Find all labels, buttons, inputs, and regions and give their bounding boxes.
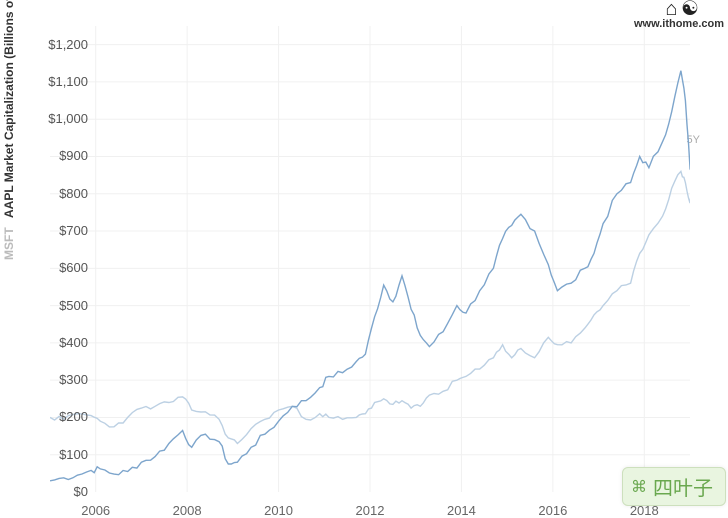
y-tick: $1,200 (28, 37, 88, 52)
y-tick: $300 (28, 372, 88, 387)
x-tick: 2016 (538, 503, 567, 518)
msft-prefix: MSFT (2, 227, 16, 260)
y-tick: $0 (28, 484, 88, 499)
x-tick: 2014 (447, 503, 476, 518)
y-tick: $700 (28, 223, 88, 238)
line-chart (50, 26, 690, 506)
aapl-axis-label: AAPL Market Capitalization (Billions of … (2, 0, 16, 218)
y-tick: $200 (28, 409, 88, 424)
badge-text: 四叶子 (653, 472, 713, 501)
y-tick: $100 (28, 447, 88, 462)
y-tick: $500 (28, 298, 88, 313)
y-tick: $600 (28, 260, 88, 275)
x-tick: 2006 (81, 503, 110, 518)
y-axis-title: MSFT AAPL Market Capitalization (Billion… (2, 0, 16, 260)
y-tick: $900 (28, 148, 88, 163)
y-tick: $1,100 (28, 74, 88, 89)
y-tick: $400 (28, 335, 88, 350)
y-tick: $1,000 (28, 111, 88, 126)
siyezi-badge: ⌘ 四叶子 (622, 467, 726, 506)
chart-container: ⌂ ☯ www.ithome.com MSFT AAPL Market Capi… (0, 0, 728, 518)
grid-lines (50, 26, 690, 492)
x-tick: 2012 (356, 503, 385, 518)
x-tick: 2010 (264, 503, 293, 518)
y-tick: $800 (28, 186, 88, 201)
command-icon: ⌘ (631, 477, 647, 497)
x-tick: 2008 (173, 503, 202, 518)
